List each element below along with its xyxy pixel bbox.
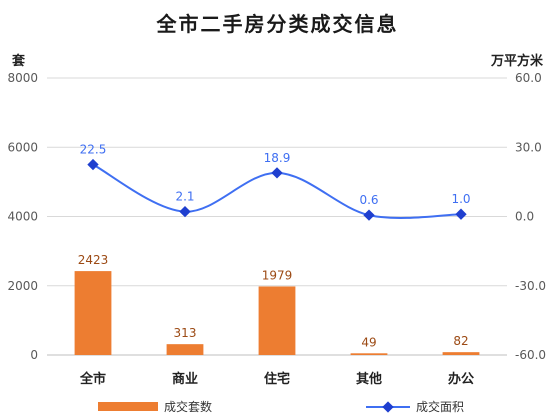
bar — [166, 344, 204, 355]
legend-item-line: 成交面积 — [366, 398, 464, 415]
line-point — [363, 209, 375, 221]
legend-item-bar: 成交套数 — [98, 398, 212, 415]
bar-data-label: 82 — [453, 334, 468, 348]
bar-data-label: 313 — [174, 326, 197, 340]
legend-label-line: 成交面积 — [416, 400, 465, 414]
x-tick-label: 办公 — [448, 371, 474, 387]
left-tick-label: 2000 — [7, 279, 38, 293]
bar-data-label: 2423 — [78, 253, 109, 267]
bar-data-label: 49 — [361, 335, 376, 349]
bar — [350, 353, 388, 355]
bar — [442, 352, 480, 355]
right-tick-label: 0.0 — [515, 210, 534, 224]
line-data-label: 2.1 — [175, 190, 194, 204]
legend-swatch-bar — [98, 402, 158, 411]
x-tick-label: 全市 — [79, 371, 106, 387]
left-tick-label: 6000 — [7, 140, 38, 154]
line-point — [271, 167, 283, 179]
x-tick-label: 商业 — [172, 371, 198, 387]
bar-data-label: 1979 — [262, 268, 293, 282]
right-tick-label: -30.0 — [515, 279, 546, 293]
line-data-label: 22.5 — [80, 143, 107, 157]
line-point — [455, 208, 467, 220]
right-tick-label: 60.0 — [515, 71, 542, 85]
bar — [258, 286, 296, 355]
left-axis-unit: 套 — [12, 54, 26, 69]
line-point — [179, 205, 191, 218]
line-point — [87, 158, 99, 171]
left-tick-label: 8000 — [7, 71, 38, 85]
left-tick-label: 0 — [30, 348, 38, 362]
line-data-label: 1.0 — [451, 192, 470, 206]
x-tick-label: 住宅 — [264, 371, 290, 387]
right-tick-label: -60.0 — [515, 348, 546, 362]
legend-label-bar: 成交套数 — [164, 400, 213, 414]
right-tick-label: 30.0 — [515, 140, 542, 154]
bar — [74, 271, 112, 355]
left-tick-label: 4000 — [7, 210, 38, 224]
x-tick-label: 其他 — [356, 371, 382, 387]
right-axis-unit: 万平方米 — [490, 54, 543, 69]
legend-swatch-line — [366, 400, 410, 413]
line-data-label: 0.6 — [359, 193, 378, 207]
line-data-label: 18.9 — [264, 151, 291, 165]
chart-title: 全市二手房分类成交信息 — [156, 12, 399, 36]
